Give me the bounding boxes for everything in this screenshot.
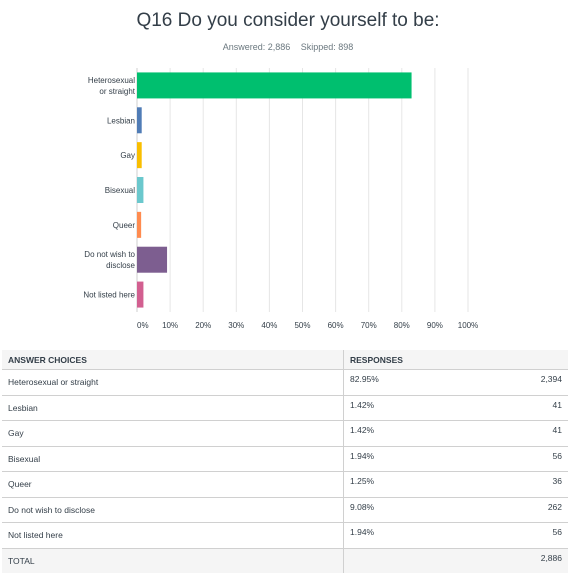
table-row: Lesbian 1.42% 41 xyxy=(2,395,568,421)
response-count-cell: 41 xyxy=(467,420,568,447)
bar xyxy=(137,281,144,308)
bar xyxy=(137,142,142,169)
total-label: TOTAL xyxy=(2,548,344,573)
answer-choice-cell: Gay xyxy=(2,420,344,447)
responses-header: RESPONSES xyxy=(343,350,568,370)
response-percent-cell: 1.94% xyxy=(342,522,468,549)
x-tick-label: 20% xyxy=(195,321,211,330)
results-table: ANSWER CHOICES RESPONSES Heterosexual or… xyxy=(2,350,568,573)
response-count-cell: 41 xyxy=(467,395,568,421)
response-count-cell: 2,394 xyxy=(467,369,568,396)
answer-choice-cell: Heterosexual or straight xyxy=(2,369,344,396)
table-row: Bisexual 1.94% 56 xyxy=(2,446,568,472)
x-tick-label: 40% xyxy=(261,321,277,330)
table-header-row: ANSWER CHOICES RESPONSES xyxy=(2,350,568,370)
skipped-count: Skipped: 898 xyxy=(300,42,354,52)
response-percent-cell: 1.42% xyxy=(342,420,468,447)
category-label: Lesbian xyxy=(107,116,135,125)
category-label: Queer xyxy=(113,221,136,230)
x-tick-label: 50% xyxy=(294,321,310,330)
bar xyxy=(137,246,168,273)
response-percent-cell: 1.94% xyxy=(342,446,468,472)
response-stats: Answered: 2,886 Skipped: 898 xyxy=(0,42,576,52)
bar xyxy=(137,107,142,134)
table-row: Queer 1.25% 36 xyxy=(2,471,568,498)
response-percent-cell: 82.95% xyxy=(342,369,468,396)
response-percent-cell: 1.42% xyxy=(342,395,468,421)
x-tick-label: 100% xyxy=(458,321,478,330)
category-label: Do not wish to xyxy=(84,250,135,259)
bar xyxy=(137,177,144,203)
bar xyxy=(137,211,142,238)
x-tick-label: 0% xyxy=(137,321,149,330)
table-row: Not listed here 1.94% 56 xyxy=(2,522,568,549)
bar xyxy=(137,72,412,99)
response-count-cell: 56 xyxy=(467,522,568,549)
category-label: or straight xyxy=(99,87,135,96)
category-label: Gay xyxy=(120,151,135,160)
question-title: Q16 Do you consider yourself to be: xyxy=(136,10,440,31)
table-row: Do not wish to disclose 9.08% 262 xyxy=(2,497,568,523)
category-label: disclose xyxy=(106,261,135,270)
category-label: Bisexual xyxy=(105,186,135,195)
answer-choices-header: ANSWER CHOICES xyxy=(2,350,344,370)
response-count-cell: 36 xyxy=(467,471,568,498)
x-tick-label: 80% xyxy=(394,321,410,330)
response-count-cell: 262 xyxy=(467,497,568,523)
total-spacer xyxy=(342,548,468,573)
x-tick-label: 60% xyxy=(328,321,344,330)
answered-count: Answered: 2,886 xyxy=(222,42,291,52)
response-count-cell: 56 xyxy=(467,446,568,472)
response-percent-cell: 9.08% xyxy=(342,497,468,523)
bar-chart: Heterosexual or straight Lesbian Gay Bisexua… xyxy=(83,68,478,330)
answer-choice-cell: Do not wish to disclose xyxy=(2,497,344,523)
table-row: Heterosexual or straight 82.95% 2,394 xyxy=(2,369,568,396)
total-count: 2,886 xyxy=(467,548,568,573)
x-tick-label: 10% xyxy=(162,321,178,330)
category-label: Not listed here xyxy=(83,291,135,300)
x-tick-label: 70% xyxy=(361,321,377,330)
response-percent-cell: 1.25% xyxy=(342,471,468,498)
answer-choice-cell: Queer xyxy=(2,471,344,498)
total-row: TOTAL 2,886 xyxy=(2,548,568,573)
table-row: Gay 1.42% 41 xyxy=(2,420,568,447)
category-label: Heterosexual xyxy=(88,76,135,85)
answer-choice-cell: Lesbian xyxy=(2,395,344,421)
x-tick-label: 90% xyxy=(427,321,443,330)
answer-choice-cell: Bisexual xyxy=(2,446,344,472)
x-tick-label: 30% xyxy=(228,321,244,330)
answer-choice-cell: Not listed here xyxy=(2,522,344,549)
